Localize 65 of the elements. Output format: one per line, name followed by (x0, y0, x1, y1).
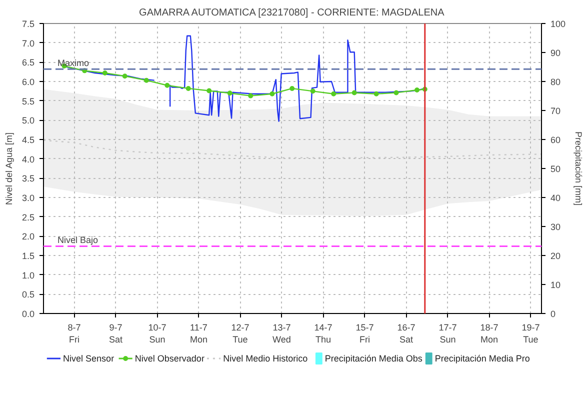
y-tick-label: 1.5 (22, 251, 35, 261)
y2-tick-label: 10 (550, 280, 561, 290)
legend-label: Precipitación Media Pro (434, 354, 530, 364)
legend-label: Precipitación Media Obs (324, 354, 423, 364)
ref-line-label: Nivel Bajo (58, 235, 98, 246)
y-axis-title: Nivel del Agua [m] (4, 132, 14, 206)
y2-tick-label: 40 (550, 193, 561, 203)
y-tick-label: 2.5 (22, 212, 35, 222)
point (227, 90, 232, 96)
point (290, 86, 295, 91)
ref-line-label: Maximo (58, 58, 90, 68)
point (331, 91, 336, 96)
y-tick-label: 1.0 (22, 270, 35, 280)
x-tick-label: 16-7 Sat (397, 322, 416, 344)
x-tick-label: 10-7 Sun (148, 322, 166, 344)
y2-tick-label: 30 (550, 222, 561, 232)
point (270, 91, 275, 96)
y2-tick-label: 90 (550, 48, 561, 58)
x-tick-label: 17-7 Sun (438, 322, 457, 344)
x-tick-label: 13-7 Wed (272, 322, 291, 344)
point (310, 88, 316, 94)
y-tick-label: 6.0 (22, 77, 35, 87)
y-tick-label: 6.5 (22, 58, 35, 68)
y2-tick-label: 100 (550, 19, 566, 29)
x-tick-label: 15-7 Fri (356, 322, 374, 344)
y-tick-label: 7.0 (22, 38, 35, 48)
x-tick-label: 11-7 Mon (190, 322, 208, 344)
y-tick-label: 0.0 (22, 309, 35, 319)
point (414, 88, 420, 93)
legend-label: Nivel Medio Historico (223, 354, 308, 364)
y-tick-label: 5.5 (22, 96, 35, 106)
y2-tick-label: 50 (550, 164, 561, 174)
y-tick-label: 0.5 (22, 290, 35, 300)
x-tick-label: 12-7 Tue (231, 322, 250, 344)
y-tick-label: 2.0 (22, 232, 35, 242)
point (352, 90, 357, 96)
y-tick-label: 3.0 (22, 193, 35, 203)
point (374, 91, 379, 96)
y-tick-label: 7.5 (22, 19, 35, 29)
x-tick-label: 19-7 Tue (522, 322, 540, 344)
chart-title: GAMARRA AUTOMATICA [23217080] - CORRIENTE: MAGDALENA (139, 8, 445, 18)
point (248, 93, 254, 98)
point (102, 70, 108, 76)
point (206, 88, 212, 94)
legend-label: Nivel Observador (134, 354, 204, 364)
point (144, 78, 149, 83)
x-tick-label: 8-7 Fri (68, 322, 81, 344)
point (186, 86, 191, 91)
y-tick-label: 4.0 (22, 154, 35, 164)
point (122, 74, 128, 79)
y2-tick-label: 20 (550, 251, 561, 261)
x-tick-label: 18-7 Mon (480, 322, 498, 344)
y2-tick-label: 80 (550, 77, 561, 87)
y2-tick-label: 60 (550, 135, 561, 145)
x-tick-label: 9-7 Sat (108, 322, 123, 344)
point (394, 90, 399, 96)
y2-axis-title: Precipitación [mm] (574, 131, 584, 206)
y-tick-label: 3.5 (22, 174, 35, 184)
y2-tick-label: 70 (550, 106, 561, 116)
y-tick-label: 5.0 (22, 116, 35, 126)
point (164, 82, 170, 88)
y-tick-label: 4.5 (22, 135, 35, 145)
y2-tick-label: 0 (550, 309, 556, 319)
x-tick-label: 14-7 Thu (314, 322, 332, 344)
legend-label: Nivel Sensor (63, 354, 114, 364)
